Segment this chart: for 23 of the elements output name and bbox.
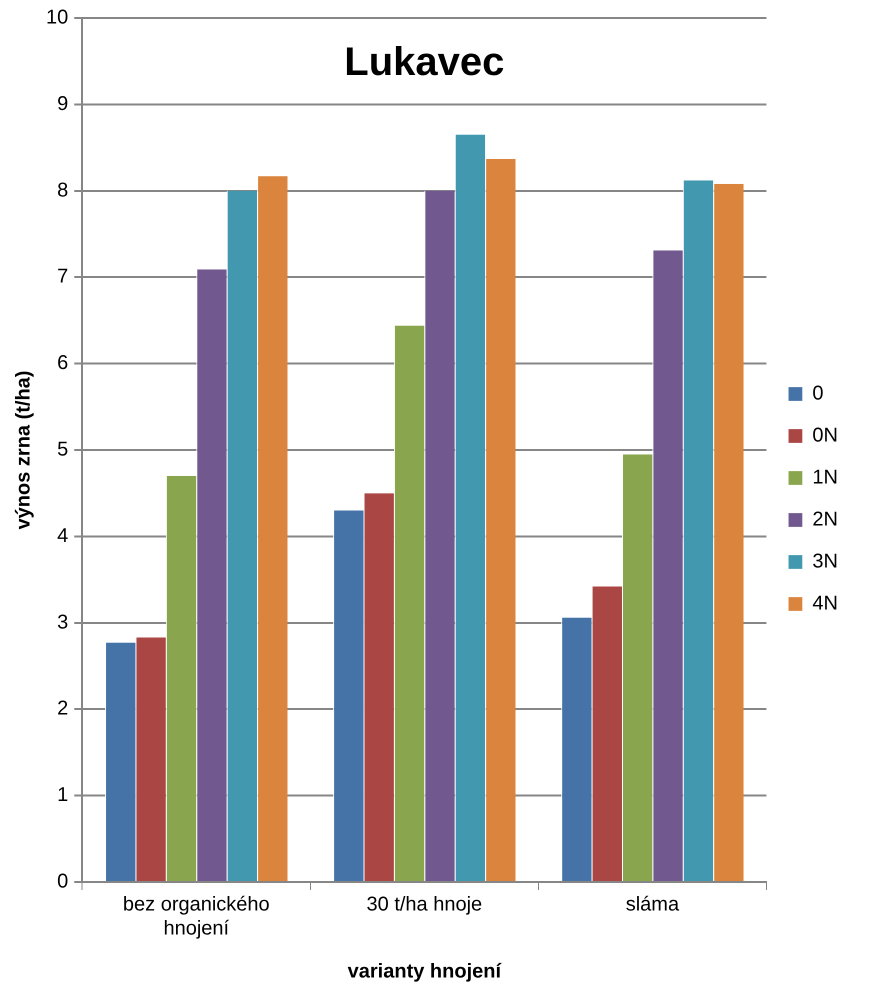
y-tick-label: 0	[57, 870, 68, 893]
legend-label: 3N	[812, 550, 838, 573]
x-tick-label: 30 t/ha hnoje	[366, 894, 482, 916]
legend-label: 1N	[812, 466, 838, 489]
y-axis-title: výnos zrna (t/ha)	[12, 370, 35, 530]
text: Lukavec	[344, 40, 504, 84]
legend-label: 2N	[812, 508, 838, 531]
y-tick-label: 2	[57, 698, 68, 720]
y-tick-label: 5	[57, 438, 68, 461]
x-tick-label: bez organického hnojení	[122, 894, 270, 940]
y-tick-label: 4	[57, 524, 68, 547]
y-tick-label: 9	[57, 92, 68, 115]
legend-label: 4N	[812, 592, 838, 615]
y-tick-label: 3	[57, 611, 68, 634]
y-tick-label: 7	[57, 266, 68, 288]
x-axis-title: varianty hnojení	[348, 960, 502, 983]
y-tick-label: 1	[57, 784, 68, 806]
y-tick-label: 6	[57, 352, 68, 374]
y-tick-label: 8	[57, 179, 68, 202]
legend-label: 0N	[812, 424, 838, 447]
y-tick-label: 10	[46, 6, 68, 29]
legend-label: 0	[812, 382, 824, 405]
x-tick-label: sláma	[626, 894, 680, 916]
